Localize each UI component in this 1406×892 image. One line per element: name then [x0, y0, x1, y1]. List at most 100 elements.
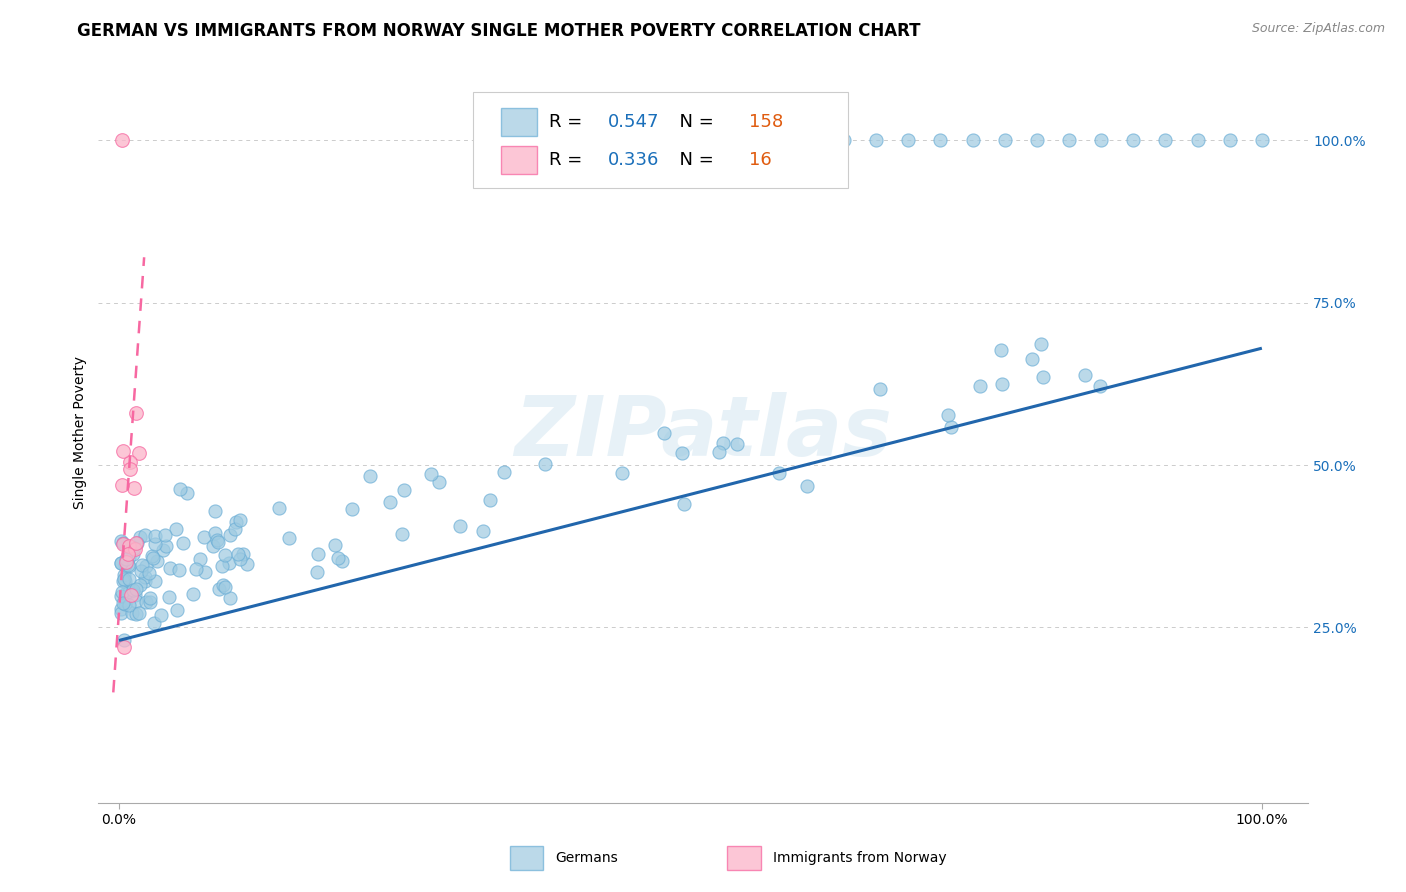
Point [125, 594, 148, 608]
Point [211, 558, 233, 573]
Point [110, 533, 132, 548]
Point [120, 455, 142, 469]
Text: GERMAN VS IMMIGRANTS FROM NORWAY SINGLE MOTHER POVERTY CORRELATION CHART: GERMAN VS IMMIGRANTS FROM NORWAY SINGLE … [77, 22, 921, 40]
Point [118, 558, 141, 573]
Point [129, 578, 152, 592]
Text: N =: N = [668, 151, 720, 169]
Point [122, 541, 145, 555]
Point [391, 527, 413, 541]
Point [114, 586, 136, 600]
Point [172, 535, 194, 549]
FancyBboxPatch shape [501, 108, 537, 136]
Point [328, 551, 350, 566]
Point [727, 436, 749, 450]
Point [449, 519, 471, 533]
Text: 158: 158 [749, 113, 783, 131]
Point [143, 528, 166, 542]
FancyBboxPatch shape [474, 92, 848, 188]
Point [1057, 133, 1080, 147]
Point [307, 547, 329, 561]
Point [420, 467, 443, 482]
Point [202, 539, 225, 553]
Point [214, 548, 236, 562]
Point [181, 587, 204, 601]
Point [194, 565, 217, 579]
Point [267, 500, 290, 515]
Text: 16: 16 [749, 151, 772, 169]
Point [193, 530, 215, 544]
Point [204, 504, 226, 518]
Point [139, 591, 162, 605]
Point [118, 585, 141, 599]
Point [224, 523, 246, 537]
Text: 0.547: 0.547 [607, 113, 659, 131]
Point [204, 525, 226, 540]
Point [1219, 133, 1241, 147]
Point [936, 408, 959, 422]
FancyBboxPatch shape [501, 145, 537, 174]
Point [118, 573, 141, 587]
Point [494, 466, 516, 480]
Point [1090, 133, 1112, 147]
FancyBboxPatch shape [509, 847, 543, 871]
Point [737, 133, 759, 147]
Point [153, 528, 176, 542]
Point [125, 535, 148, 549]
Point [110, 606, 132, 620]
Point [110, 602, 132, 616]
Point [1074, 368, 1097, 382]
Point [134, 570, 156, 584]
Point [534, 458, 557, 472]
Point [114, 593, 136, 607]
Point [207, 535, 229, 549]
Point [378, 495, 401, 509]
Point [713, 435, 735, 450]
Point [188, 552, 211, 566]
Point [135, 559, 157, 574]
Point [120, 588, 142, 602]
Point [994, 133, 1017, 147]
Point [125, 582, 148, 596]
Point [112, 567, 135, 582]
Text: R =: R = [550, 113, 589, 131]
Point [929, 133, 952, 147]
Point [121, 606, 143, 620]
Point [394, 483, 416, 497]
Point [143, 574, 166, 589]
Point [121, 583, 143, 598]
Point [229, 552, 252, 566]
Point [1021, 352, 1043, 367]
Point [111, 537, 134, 551]
Point [145, 554, 167, 568]
Point [131, 564, 153, 578]
Point [330, 554, 353, 568]
Point [111, 585, 134, 599]
Text: Immigrants from Norway: Immigrants from Norway [773, 851, 946, 865]
Point [128, 446, 150, 460]
Point [118, 550, 141, 565]
Point [1154, 133, 1177, 147]
Point [671, 446, 693, 460]
Point [131, 558, 153, 572]
Point [110, 589, 132, 603]
Point [427, 475, 450, 489]
Point [969, 378, 991, 392]
Point [166, 603, 188, 617]
Point [184, 562, 207, 576]
Point [124, 607, 146, 622]
Point [214, 580, 236, 594]
Point [128, 606, 150, 620]
Point [112, 633, 135, 648]
Point [990, 343, 1012, 357]
Point [143, 536, 166, 550]
Point [1088, 379, 1111, 393]
Point [115, 552, 138, 566]
Point [115, 555, 138, 569]
Point [1032, 370, 1054, 384]
Y-axis label: Single Mother Poverty: Single Mother Poverty [73, 356, 87, 509]
Point [135, 595, 157, 609]
Text: Source: ZipAtlas.com: Source: ZipAtlas.com [1251, 22, 1385, 36]
Point [768, 467, 790, 481]
Point [111, 133, 134, 147]
Point [472, 524, 495, 539]
